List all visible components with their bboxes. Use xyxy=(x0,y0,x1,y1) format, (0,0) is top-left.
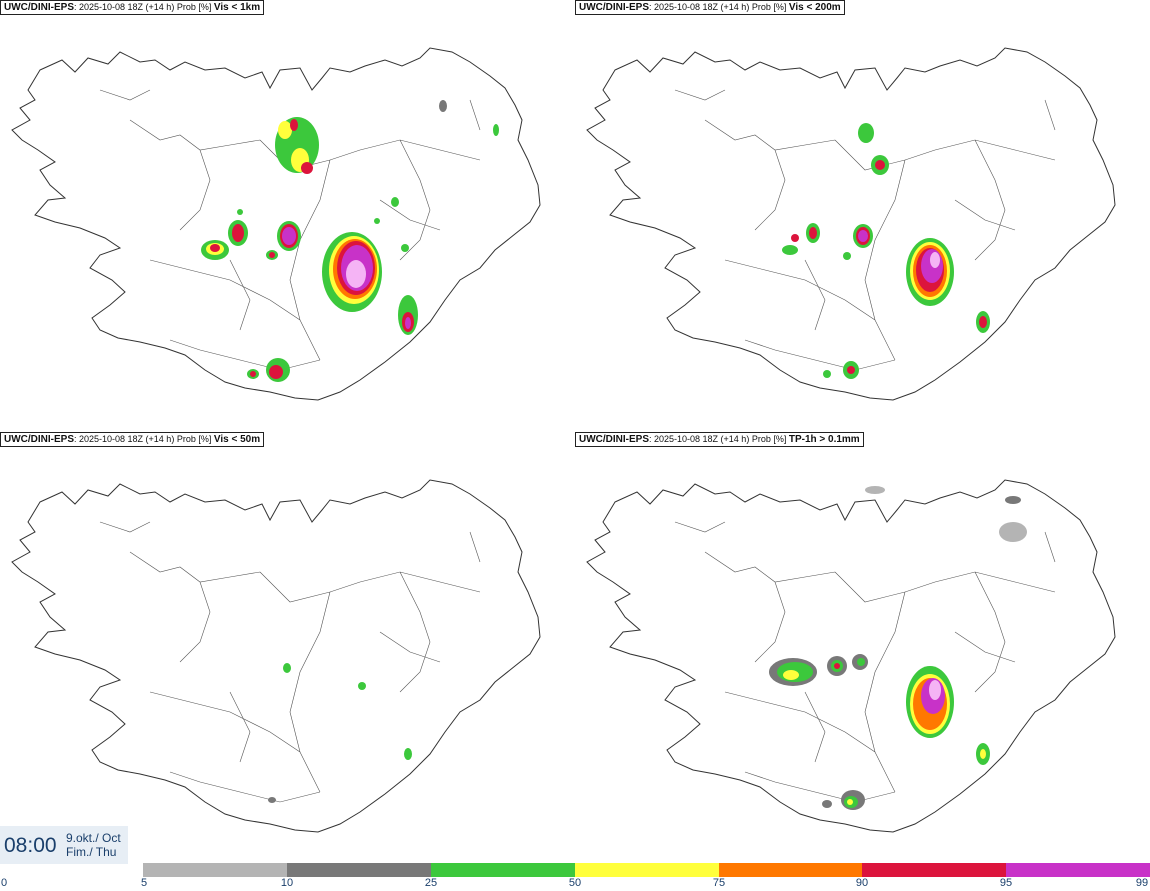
legend-seg-6 xyxy=(1006,863,1150,877)
coastline xyxy=(586,479,1116,833)
legend-tick: 90 xyxy=(855,877,869,889)
legend-tick: 99 xyxy=(1135,877,1149,889)
iceland-map xyxy=(586,47,1116,401)
map-panel-vis-200m: UWC/DINI-EPS: 2025-10-08 18Z (+14 h) Pro… xyxy=(575,0,1150,432)
legend-seg-2 xyxy=(431,863,575,877)
probability-contours xyxy=(782,123,990,379)
probability-contours xyxy=(769,486,1027,810)
date-line1: 9.okt./ Oct xyxy=(66,831,121,845)
iceland-map xyxy=(11,47,541,401)
time-date: 9.okt./ Oct Fim./ Thu xyxy=(66,831,121,859)
probability-contours xyxy=(201,100,499,382)
legend-seg-5 xyxy=(862,863,1006,877)
probability-contours xyxy=(268,663,412,803)
legend-tick: 5 xyxy=(140,877,148,889)
legend-seg-1 xyxy=(287,863,431,877)
panel-title: UWC/DINI-EPS: 2025-10-08 18Z (+14 h) Pro… xyxy=(575,0,845,15)
coastline xyxy=(11,479,541,833)
coastline xyxy=(11,47,541,401)
legend-tick: 25 xyxy=(424,877,438,889)
legend-tick: 50 xyxy=(568,877,582,889)
iceland-map xyxy=(586,479,1116,833)
legend-tick: 10 xyxy=(280,877,294,889)
legend-seg-3 xyxy=(575,863,719,877)
map-panel-vis-1km: UWC/DINI-EPS: 2025-10-08 18Z (+14 h) Pro… xyxy=(0,0,575,432)
legend-tick: 75 xyxy=(712,877,726,889)
coastline xyxy=(586,47,1116,401)
date-line2: Fim./ Thu xyxy=(66,845,117,859)
panel-title: UWC/DINI-EPS: 2025-10-08 18Z (+14 h) Pro… xyxy=(575,432,864,447)
panel-title: UWC/DINI-EPS: 2025-10-08 18Z (+14 h) Pro… xyxy=(0,432,265,447)
iceland-map xyxy=(11,479,541,833)
legend-tick: 0 xyxy=(0,877,8,889)
legend-tick: 95 xyxy=(999,877,1013,889)
time-clock: 08:00 xyxy=(4,834,57,857)
map-panel-precip: UWC/DINI-EPS: 2025-10-08 18Z (+14 h) Pro… xyxy=(575,432,1150,864)
legend-seg-0 xyxy=(143,863,287,877)
probability-legend: 0 5 10 25 50 75 90 95 99 xyxy=(0,862,1150,891)
panel-title: UWC/DINI-EPS: 2025-10-08 18Z (+14 h) Pro… xyxy=(0,0,265,15)
map-panel-vis-50m: UWC/DINI-EPS: 2025-10-08 18Z (+14 h) Pro… xyxy=(0,432,575,864)
legend-seg-4 xyxy=(719,863,862,877)
valid-time: 08:00 9.okt./ Oct Fim./ Thu xyxy=(0,826,128,864)
